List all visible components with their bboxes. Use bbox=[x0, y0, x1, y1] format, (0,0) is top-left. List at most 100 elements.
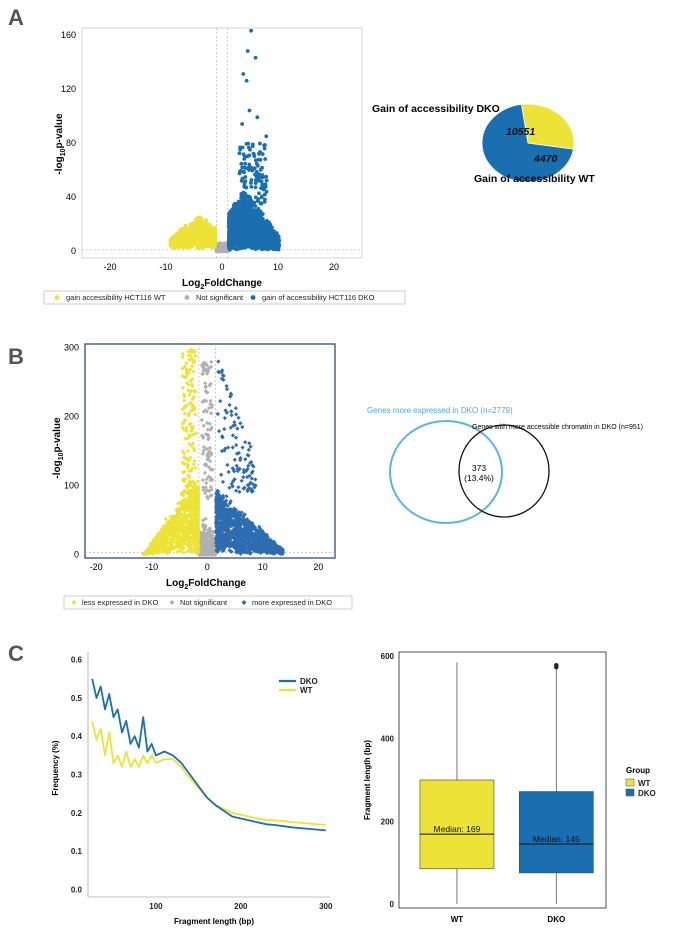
point-dko-gain bbox=[266, 223, 271, 228]
panel-label-b: B bbox=[8, 344, 24, 369]
panel-label-c: C bbox=[8, 641, 24, 666]
legend-a-dko: gain of accessibility HCT116 DKO bbox=[262, 293, 375, 302]
point-dko-gain bbox=[239, 161, 244, 166]
point-dko-gain bbox=[240, 245, 245, 250]
point-dko-gain bbox=[237, 204, 242, 209]
legend-a-wt: gain accessibility HCT116 WT bbox=[66, 293, 166, 302]
point-wt-gain bbox=[206, 227, 211, 232]
point-dko-gain bbox=[252, 243, 257, 248]
point-dko-gain bbox=[243, 166, 248, 171]
point-wt-gain bbox=[183, 223, 188, 228]
point-dko-gain bbox=[228, 213, 233, 217]
xtick-label: -20 bbox=[103, 262, 116, 272]
point-wt-gain bbox=[184, 236, 189, 241]
point-wt-gain bbox=[202, 237, 206, 242]
point-dko-gain bbox=[262, 146, 267, 151]
point-dko-gain bbox=[240, 176, 245, 181]
point-dko-gain-high bbox=[241, 72, 246, 76]
xtick-label: -10 bbox=[159, 262, 172, 272]
point-wt-gain bbox=[194, 237, 199, 242]
point-wt-gain bbox=[172, 238, 176, 243]
point-dko-gain bbox=[238, 169, 243, 174]
pie-label-dko: Gain of accessibility DKO bbox=[372, 103, 500, 115]
point-dko-gain-high bbox=[253, 55, 258, 60]
point-dko-gain bbox=[257, 191, 261, 196]
legend-a-marker-ns bbox=[184, 295, 190, 300]
ytick-label: 40 bbox=[66, 192, 76, 202]
point-dko-gain bbox=[256, 240, 261, 245]
point-dko-gain bbox=[253, 158, 258, 163]
point-dko-gain bbox=[262, 199, 267, 204]
point-dko-gain bbox=[239, 192, 244, 197]
pie-slices bbox=[481, 103, 575, 183]
volcano-a-points bbox=[168, 28, 281, 254]
point-dko-gain bbox=[253, 231, 258, 236]
volcano-a-legend: gain accessibility HCT116 WT Not signifi… bbox=[43, 290, 406, 305]
point-dko-gain bbox=[257, 141, 262, 146]
point-dko-gain-high bbox=[264, 134, 269, 139]
ytick-label: 0 bbox=[71, 246, 76, 256]
point-wt-gain bbox=[207, 234, 212, 239]
point-dko-gain bbox=[276, 234, 281, 239]
point-wt-gain bbox=[195, 246, 200, 250]
point-dko-gain bbox=[248, 147, 252, 152]
point-dko-gain bbox=[255, 163, 260, 168]
point-dko-gain bbox=[249, 166, 254, 171]
point-dko-gain bbox=[243, 216, 247, 220]
ytick-label: 160 bbox=[61, 30, 76, 40]
point-dko-gain bbox=[228, 247, 232, 252]
point-wt-gain bbox=[202, 225, 207, 230]
volcano-a-xlabel: Log2FoldChange bbox=[182, 278, 262, 291]
point-dko-gain bbox=[247, 244, 252, 249]
point-dko-gain bbox=[264, 178, 269, 183]
point-dko-gain bbox=[249, 184, 254, 189]
point-dko-gain bbox=[260, 247, 264, 252]
point-dko-gain bbox=[238, 145, 243, 150]
point-wt-gain bbox=[188, 239, 192, 243]
point-dko-gain bbox=[253, 181, 258, 186]
point-dko-gain bbox=[263, 233, 268, 238]
point-dko-gain bbox=[265, 243, 270, 248]
point-dko-gain bbox=[227, 217, 231, 222]
volcano-a-frame bbox=[81, 27, 363, 259]
point-dko-gain bbox=[253, 185, 258, 190]
point-dko-gain bbox=[243, 237, 248, 242]
point-dko-gain bbox=[267, 239, 272, 243]
point-not-significant bbox=[217, 241, 221, 246]
point-dko-gain bbox=[264, 174, 269, 179]
xtick-label: 20 bbox=[329, 262, 339, 272]
legend-a-marker-dko bbox=[250, 295, 256, 300]
xtick-label: 10 bbox=[273, 262, 283, 272]
point-wt-gain bbox=[182, 241, 187, 246]
point-wt-gain bbox=[192, 242, 197, 246]
point-dko-gain bbox=[244, 194, 249, 198]
point-wt-gain bbox=[188, 222, 193, 227]
point-dko-gain bbox=[251, 151, 256, 156]
point-wt-gain bbox=[206, 244, 210, 248]
point-dko-gain bbox=[247, 162, 252, 167]
point-dko-gain bbox=[271, 229, 276, 234]
point-dko-gain bbox=[243, 207, 247, 212]
point-wt-gain bbox=[196, 234, 200, 238]
point-dko-gain-high bbox=[244, 78, 249, 83]
point-dko-gain-high bbox=[255, 115, 260, 120]
point-wt-gain bbox=[177, 237, 182, 242]
point-dko-gain bbox=[234, 213, 239, 218]
point-dko-gain bbox=[245, 203, 250, 207]
point-dko-gain bbox=[228, 221, 233, 226]
panel-label-a: A bbox=[8, 5, 24, 30]
ytick-label: 80 bbox=[66, 138, 76, 148]
point-dko-gain bbox=[251, 214, 255, 218]
point-wt-gain bbox=[213, 227, 218, 232]
point-dko-gain bbox=[253, 195, 258, 200]
point-dko-gain bbox=[271, 242, 276, 247]
point-dko-gain bbox=[260, 152, 265, 156]
point-dko-gain bbox=[236, 239, 241, 243]
point-wt-gain bbox=[213, 237, 218, 241]
point-dko-gain bbox=[243, 161, 248, 166]
point-dko-gain bbox=[233, 206, 238, 211]
point-dko-gain bbox=[227, 232, 232, 237]
point-dko-gain bbox=[248, 195, 253, 200]
